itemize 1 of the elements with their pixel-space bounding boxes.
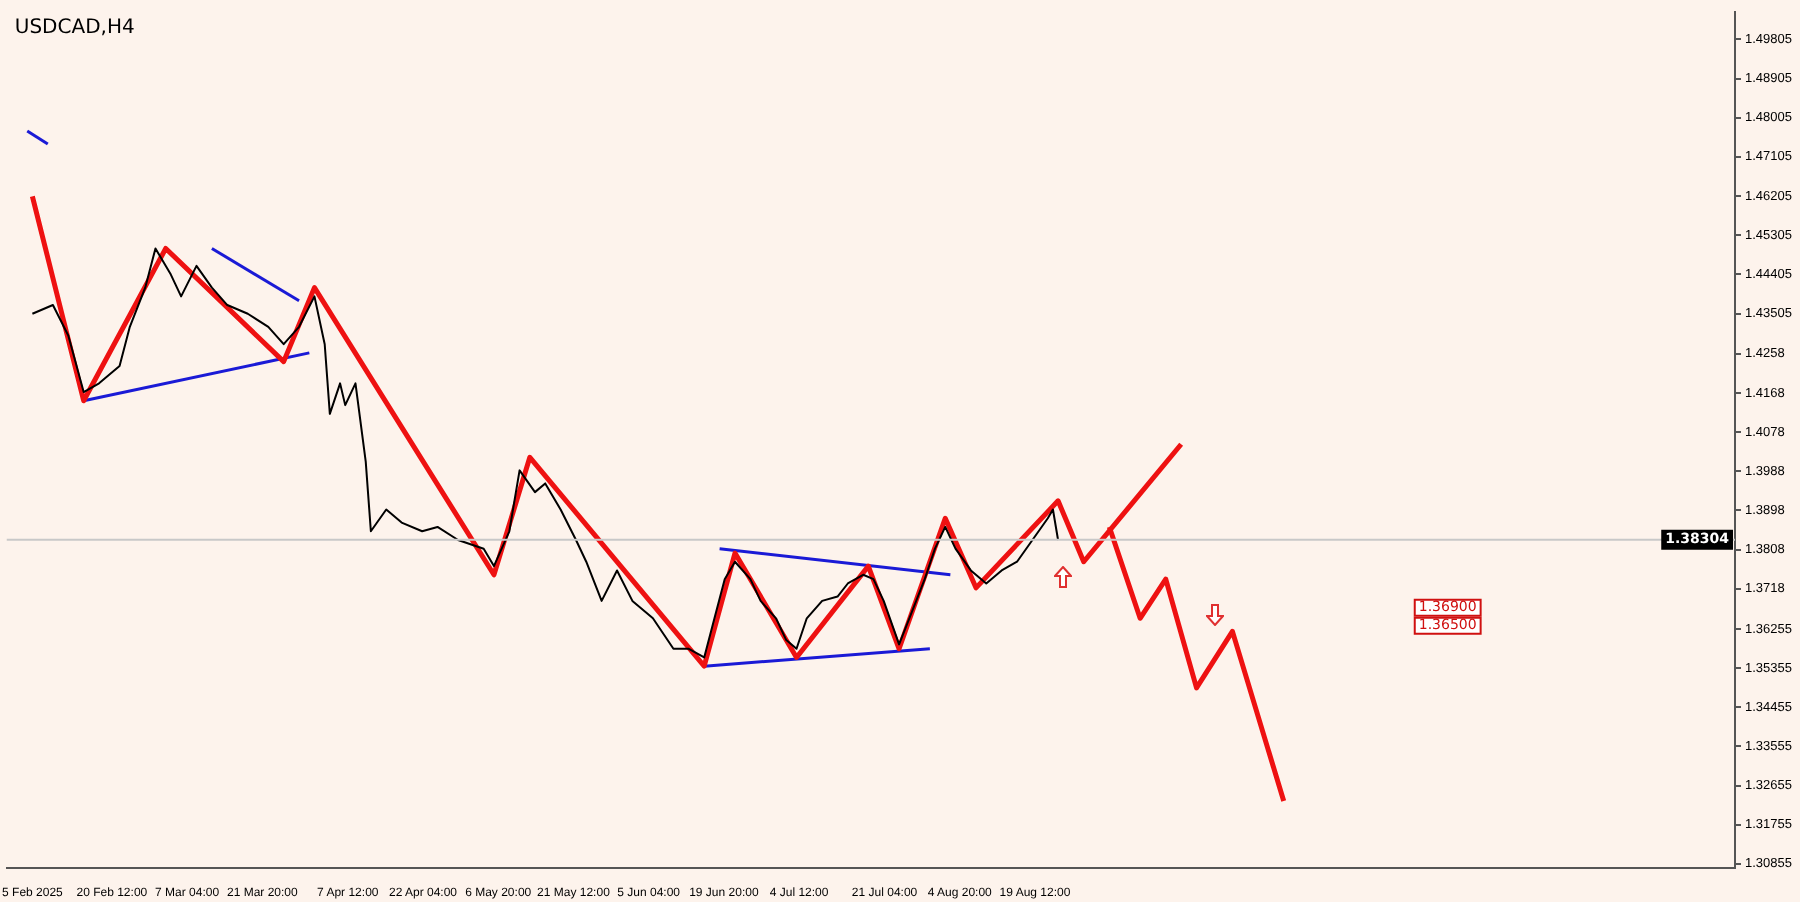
chart-title: USDCAD,H4 — [14, 16, 135, 39]
